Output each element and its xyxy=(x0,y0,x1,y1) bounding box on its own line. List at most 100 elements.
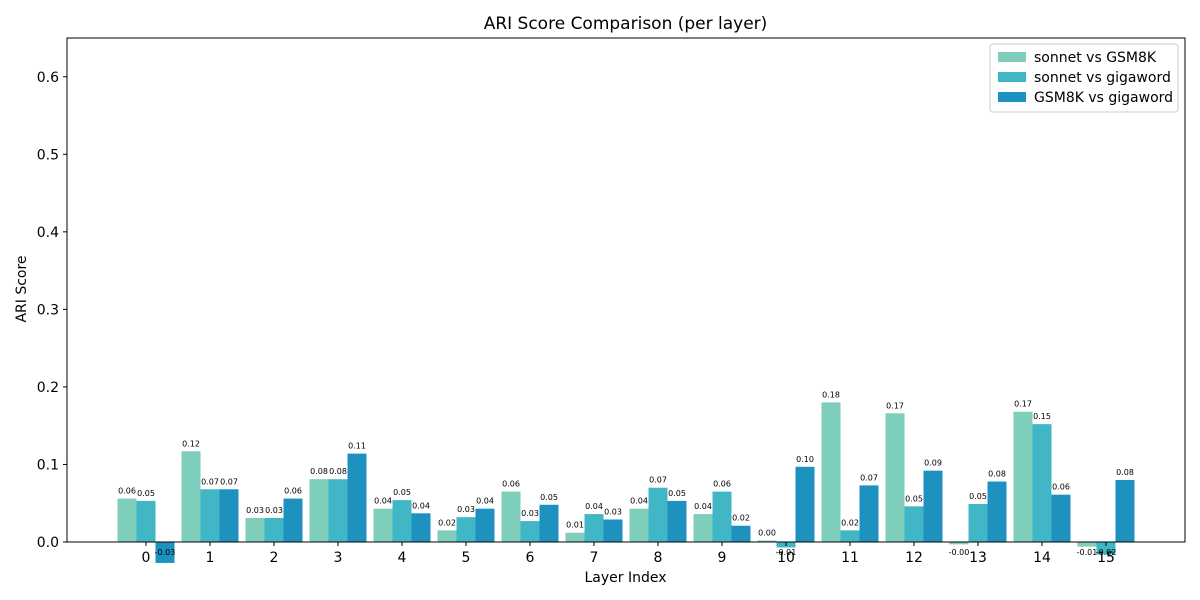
x-tick-label: 7 xyxy=(590,550,599,566)
bar-value-label: -0.01 xyxy=(776,548,797,557)
bar xyxy=(264,517,284,542)
bar-value-label: 0.01 xyxy=(566,521,584,530)
legend-label: sonnet vs gigaword xyxy=(1034,70,1171,86)
bar xyxy=(200,489,220,542)
y-axis-title: ARI Score xyxy=(14,255,30,322)
bar-value-label: 0.04 xyxy=(476,497,494,506)
legend-label: sonnet vs GSM8K xyxy=(1034,50,1157,66)
bar-value-label: 0.02 xyxy=(841,518,859,527)
bar-value-label: 0.15 xyxy=(1033,412,1051,421)
bar xyxy=(181,451,201,542)
bar xyxy=(437,530,457,542)
bar xyxy=(136,500,156,542)
bar xyxy=(1013,411,1033,542)
x-tick-label: 2 xyxy=(270,550,279,566)
bar xyxy=(411,513,431,542)
bar-value-label: 0.08 xyxy=(310,467,328,476)
bar xyxy=(712,491,732,542)
bar-value-label: 0.04 xyxy=(374,497,392,506)
bar-value-label: 0.06 xyxy=(1052,483,1070,492)
bar xyxy=(885,413,905,542)
bar-value-label: 0.00 xyxy=(758,528,776,537)
bar xyxy=(859,485,879,542)
y-tick-label: 0.2 xyxy=(37,380,59,396)
bar-value-label: 0.07 xyxy=(860,473,878,482)
bar-value-label: 0.06 xyxy=(284,487,302,496)
bar-value-label: 0.11 xyxy=(348,442,366,451)
bar xyxy=(328,479,348,542)
bar xyxy=(309,479,329,542)
bar xyxy=(603,519,623,542)
x-tick-label: 9 xyxy=(718,550,727,566)
bar-value-label: -0.02 xyxy=(1096,548,1117,557)
bar xyxy=(795,466,815,542)
bar-value-label: -0.03 xyxy=(155,548,176,557)
y-tick-label: 0.3 xyxy=(37,302,59,318)
bar-value-label: 0.05 xyxy=(905,494,923,503)
bar-value-label: 0.07 xyxy=(220,477,238,486)
x-tick-label: 11 xyxy=(841,550,859,566)
bar xyxy=(923,470,943,542)
bar-value-label: 0.17 xyxy=(886,401,904,410)
bar-value-label: 0.10 xyxy=(796,455,814,464)
bar-value-label: 0.18 xyxy=(822,390,840,399)
bar xyxy=(757,540,777,542)
bar xyxy=(117,498,137,542)
bar xyxy=(456,517,476,542)
bar xyxy=(155,542,175,563)
bar xyxy=(1115,479,1135,542)
x-tick-label: 3 xyxy=(334,550,343,566)
bar xyxy=(968,504,988,542)
bar-value-label: 0.02 xyxy=(438,518,456,527)
bar xyxy=(1096,542,1116,555)
x-axis-title: Layer Index xyxy=(584,570,666,586)
bar-value-label: 0.04 xyxy=(630,497,648,506)
bar-value-label: 0.06 xyxy=(118,487,136,496)
bar xyxy=(693,514,713,542)
x-tick-label: 4 xyxy=(398,550,407,566)
bar-value-label: 0.07 xyxy=(201,477,219,486)
bar xyxy=(949,542,969,545)
bar-value-label: 0.05 xyxy=(137,489,155,498)
y-tick-label: 0.5 xyxy=(37,147,59,163)
x-tick-label: 15 xyxy=(1097,550,1115,566)
bar xyxy=(520,521,540,542)
legend-swatch xyxy=(998,52,1026,62)
bar xyxy=(1051,494,1071,542)
bar xyxy=(648,487,668,542)
bar-value-label: 0.07 xyxy=(649,476,667,485)
bar xyxy=(840,530,860,542)
bar-value-label: 0.03 xyxy=(521,509,539,518)
bar-value-label: 0.06 xyxy=(502,480,520,489)
bar xyxy=(584,514,604,542)
bar xyxy=(629,508,649,542)
legend-box xyxy=(989,43,1179,113)
y-tick-label: 0.6 xyxy=(37,70,59,86)
legend: sonnet vs GSM8K sonnet vs gigaword GSM8K v… xyxy=(989,43,1179,113)
bar-value-label: 0.12 xyxy=(182,439,200,448)
y-tick-label: 0.0 xyxy=(37,535,59,551)
bar xyxy=(501,491,521,542)
bar xyxy=(392,500,412,542)
bar xyxy=(1077,542,1097,547)
x-tick-label: 12 xyxy=(905,550,923,566)
x-tick-label: 14 xyxy=(1033,550,1051,566)
bar-value-label: 0.03 xyxy=(457,505,475,514)
bar xyxy=(731,525,751,542)
bar-value-label: -0.00 xyxy=(949,548,970,557)
chart-title: ARI Score Comparison (per layer) xyxy=(484,14,768,34)
bar-value-label: 0.05 xyxy=(393,488,411,497)
x-tick-label: 6 xyxy=(526,550,535,566)
legend-swatch xyxy=(998,92,1026,102)
bar-value-label: 0.03 xyxy=(246,506,264,515)
bar-value-label: 0.05 xyxy=(969,492,987,501)
bar-value-label: 0.03 xyxy=(265,506,283,515)
bar-value-label: 0.05 xyxy=(668,489,686,498)
y-tick-label: 0.1 xyxy=(37,457,59,473)
bar xyxy=(219,489,239,542)
bar xyxy=(987,481,1007,542)
bar-value-label: 0.09 xyxy=(924,459,942,468)
bar xyxy=(245,517,265,542)
